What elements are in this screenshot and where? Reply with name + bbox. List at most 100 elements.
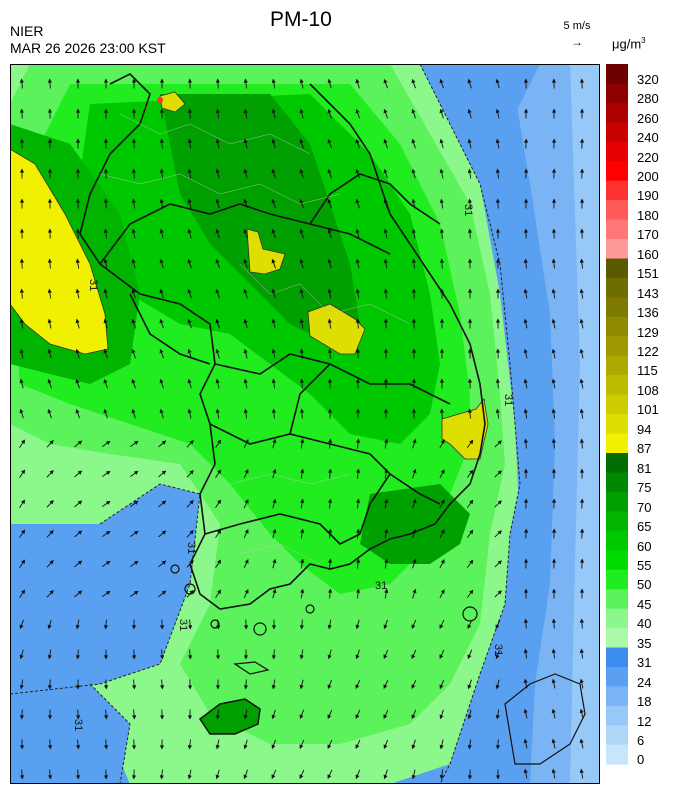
wind-arrow-head — [551, 258, 556, 263]
wind-arrow-head — [299, 348, 304, 353]
wind-arrow-head — [217, 499, 222, 505]
wind-arrow-head — [383, 744, 388, 750]
wind-arrow-head — [244, 438, 249, 444]
wind-arrow-head — [327, 138, 332, 144]
wind-arrow-head — [103, 408, 108, 414]
wind-arrow-head — [19, 715, 24, 720]
wind-arrow-head — [47, 624, 52, 630]
wind-arrow-head — [523, 318, 528, 324]
legend-level-label: 0 — [637, 752, 645, 768]
wind-arrow-head — [299, 408, 305, 413]
wind-arrow-head — [159, 348, 164, 354]
wind-arrow-head — [469, 529, 474, 535]
wind-arrow-head — [299, 378, 304, 383]
wind-arrow-head — [523, 78, 529, 83]
wind-arrow-head — [161, 440, 167, 445]
wind-arrow-head — [384, 558, 389, 563]
wind-arrow-head — [439, 288, 445, 293]
wind-arrow-head — [579, 738, 584, 744]
legend-swatch — [606, 725, 628, 746]
wind-arrow-head — [523, 378, 528, 384]
wind-arrow-head — [47, 228, 53, 233]
wind-arrow-head — [300, 528, 305, 533]
wind-arrow-head — [328, 558, 333, 563]
wind-arrow-head — [384, 588, 389, 593]
wind-arrow-head — [551, 348, 556, 354]
wind-arrow-head — [355, 774, 360, 780]
wind-arrow-head — [215, 685, 221, 690]
wind-arrow-head — [327, 78, 332, 84]
wind-arrow-head — [187, 348, 192, 354]
wind-arrow-head — [19, 408, 24, 414]
wind-arrow-head — [551, 138, 557, 143]
wind-arrow-head — [47, 108, 53, 113]
legend-swatch — [606, 122, 628, 143]
wind-arrow-head — [355, 744, 360, 750]
wind-arrow-head — [131, 198, 136, 203]
legend-level-label: 151 — [637, 266, 659, 282]
wind-arrow-head — [383, 348, 389, 353]
yellow-small-patch — [159, 91, 186, 113]
wind-arrow-head — [159, 715, 165, 720]
wind-arrow-head — [217, 469, 222, 475]
yellow-east-patch — [441, 398, 489, 460]
contour-label: 31 — [87, 279, 99, 291]
wind-arrow-head — [75, 655, 80, 660]
wind-arrow-head — [243, 78, 248, 83]
wind-arrow-head — [77, 500, 83, 505]
wind-arrow-head — [355, 408, 361, 413]
wind-arrow-head — [76, 715, 81, 720]
wind-arrow-head — [189, 559, 194, 565]
wind-arrow-head — [243, 625, 249, 630]
wind-arrow-head — [77, 560, 83, 565]
wind-arrow-head — [159, 198, 164, 204]
wind-arrow-head — [523, 708, 528, 714]
wind-arrow-head — [551, 498, 557, 503]
wind-arrow-head — [495, 138, 500, 143]
legend-level-label: 260 — [637, 110, 659, 126]
wind-arrow-head — [161, 470, 167, 475]
wind-arrow-head — [579, 528, 585, 533]
wind-arrow-head — [355, 288, 360, 293]
wind-arrow-head — [440, 499, 445, 504]
organization-label: NIER — [10, 23, 44, 39]
wind-arrow-head — [103, 228, 108, 233]
wind-arrow-head — [327, 408, 333, 413]
wind-arrow-head — [159, 318, 164, 324]
wind-arrow-head — [327, 378, 333, 383]
wind-arrow-head — [440, 559, 445, 564]
wind-arrow-head — [579, 108, 585, 113]
wind-arrow-head — [469, 469, 474, 475]
wind-arrow-head — [244, 558, 249, 564]
legend-swatch — [606, 64, 628, 84]
wind-arrow-head — [75, 78, 81, 83]
wind-arrow-head — [523, 618, 528, 623]
wind-arrow-head — [47, 198, 53, 203]
wind-arrow-head — [161, 500, 167, 505]
wind-arrow-head — [217, 559, 222, 565]
wind-arrow-head — [579, 588, 585, 593]
wind-arrow-head — [76, 745, 81, 750]
wind-arrow-head — [187, 745, 192, 750]
wind-arrow-head — [159, 78, 165, 83]
wind-arrow-head — [356, 558, 361, 563]
wind-arrow-head — [440, 439, 445, 444]
wind-arrow-head — [328, 498, 333, 503]
wind-arrow-head — [271, 258, 276, 264]
wind-arrow-head — [19, 138, 25, 143]
contour-labels: 31 31 31 31 31 31 31 31 — [72, 204, 514, 731]
wind-arrow-head — [383, 318, 389, 323]
wind-arrow-head — [383, 228, 388, 234]
wind-arrow-head — [105, 500, 111, 505]
wind-arrow-head — [467, 168, 472, 173]
wind-arrow-head — [187, 108, 192, 113]
contour-31-lines — [10, 64, 521, 784]
wind-arrow-head — [217, 529, 222, 535]
sea-lowest-area — [570, 64, 600, 784]
wind-arrow-head — [383, 654, 388, 660]
wind-arrow-head — [243, 408, 248, 413]
wind-arrow-head — [579, 438, 584, 443]
wind-arrow-head — [495, 168, 500, 173]
wind-arrow-head — [439, 684, 444, 690]
wind-arrow-head — [271, 288, 276, 294]
